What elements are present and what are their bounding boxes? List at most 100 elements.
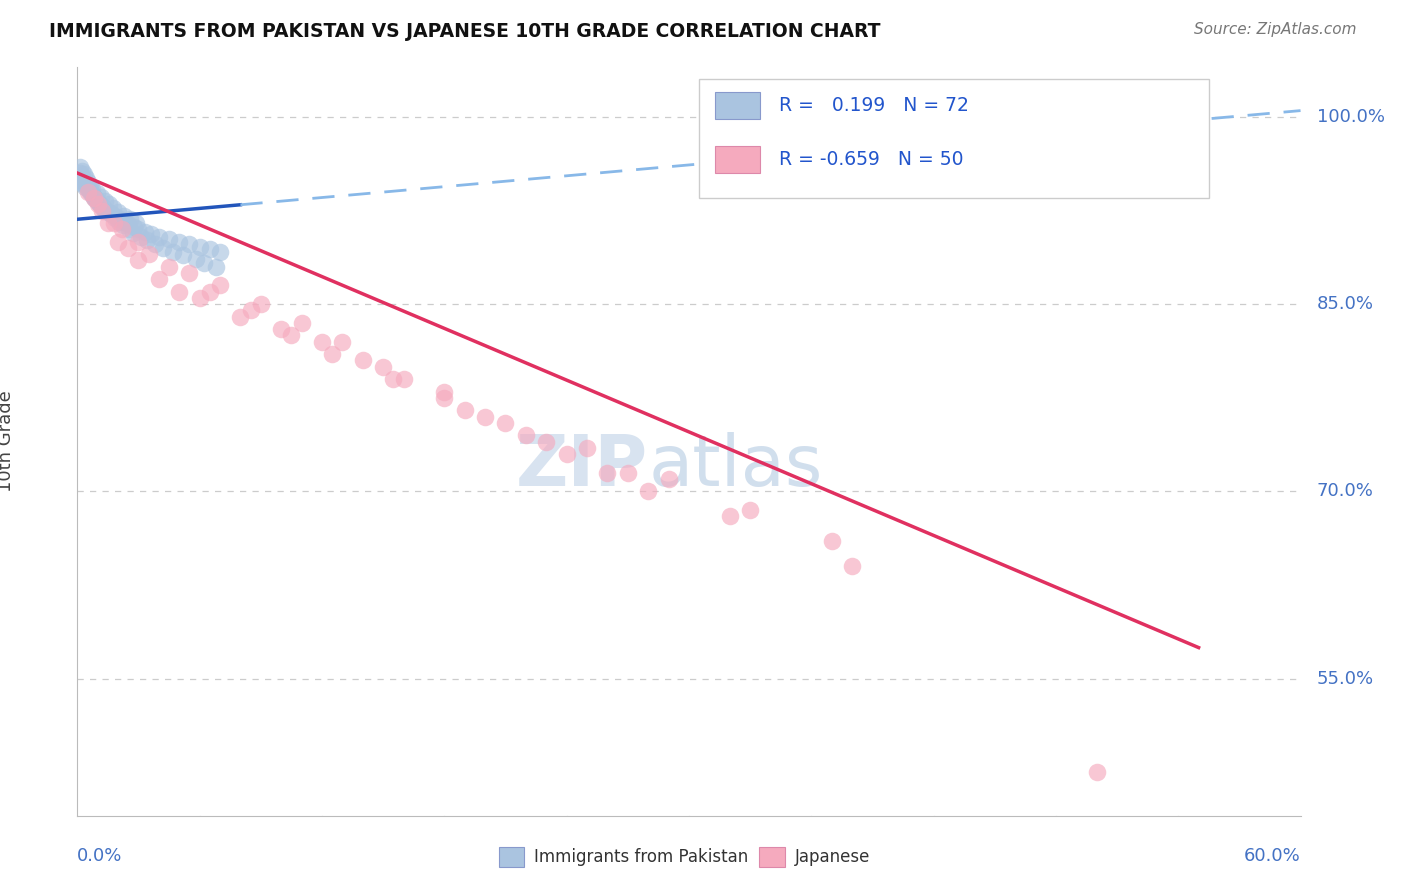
Text: 100.0%: 100.0% [1317, 108, 1385, 126]
Point [138, 247, 160, 261]
Point [84, 192, 107, 206]
Point [125, 216, 148, 230]
Point [841, 559, 863, 574]
Text: 85.0%: 85.0% [1317, 295, 1374, 313]
Text: Immigrants from Pakistan: Immigrants from Pakistan [534, 848, 748, 866]
Point [108, 212, 131, 227]
Point [332, 334, 354, 349]
Point [821, 534, 844, 549]
Point [97, 216, 120, 230]
Point [555, 447, 578, 461]
Point [70, 175, 93, 189]
Point [83, 192, 105, 206]
Text: ZIP: ZIP [516, 432, 648, 501]
Point [188, 291, 211, 305]
Point [117, 241, 139, 255]
Text: 60.0%: 60.0% [1244, 847, 1301, 865]
Point [79, 178, 101, 193]
Point [94, 194, 117, 208]
Point [290, 316, 312, 330]
Point [208, 278, 231, 293]
Point [120, 212, 142, 227]
Point [73, 173, 96, 187]
Point [100, 207, 122, 221]
Point [198, 242, 221, 256]
Point [198, 285, 221, 299]
Point [76, 185, 98, 199]
Point [188, 240, 211, 254]
Point [70, 163, 93, 178]
Point [118, 222, 141, 236]
Point [112, 215, 135, 229]
Point [148, 272, 170, 286]
Point [111, 222, 134, 236]
Text: IMMIGRANTS FROM PAKISTAN VS JAPANESE 10TH GRADE CORRELATION CHART: IMMIGRANTS FROM PAKISTAN VS JAPANESE 10T… [49, 22, 880, 41]
Point [658, 472, 681, 486]
Point [76, 178, 98, 192]
Point [93, 202, 115, 217]
Point [124, 219, 146, 234]
Point [495, 416, 517, 430]
Point [576, 441, 599, 455]
Point [87, 197, 110, 211]
Point [72, 169, 94, 184]
Point [311, 334, 333, 349]
Point [97, 204, 120, 219]
Point [392, 372, 415, 386]
Point [112, 209, 135, 223]
Point [77, 181, 100, 195]
Point [127, 222, 149, 236]
Point [112, 219, 135, 233]
Point [596, 466, 619, 480]
Point [69, 160, 91, 174]
Text: R =   0.199   N = 72: R = 0.199 N = 72 [779, 96, 969, 115]
Point [433, 384, 456, 399]
Point [75, 179, 97, 194]
Point [105, 210, 128, 224]
Point [157, 232, 180, 246]
Point [117, 217, 139, 231]
Point [76, 182, 98, 196]
Point [239, 303, 262, 318]
Point [280, 328, 302, 343]
Point [453, 403, 475, 417]
Point [433, 391, 456, 405]
Point [152, 241, 174, 255]
Point [617, 466, 640, 480]
Point [169, 285, 191, 299]
Text: atlas: atlas [648, 432, 823, 501]
Point [90, 200, 112, 214]
Point [107, 235, 129, 249]
Point [637, 484, 659, 499]
Point [321, 347, 343, 361]
Bar [699, 79, 1209, 198]
Point [89, 197, 111, 211]
Point [534, 434, 557, 449]
Point [740, 503, 762, 517]
Point [77, 175, 100, 189]
Point [103, 216, 125, 230]
Point [122, 226, 145, 240]
Point [107, 204, 129, 219]
Point [75, 171, 97, 186]
Point [179, 237, 201, 252]
Point [208, 244, 231, 259]
Point [72, 178, 94, 192]
Point [90, 190, 112, 204]
Point [91, 200, 114, 214]
Point [143, 237, 166, 252]
Point [172, 248, 194, 262]
Point [229, 310, 252, 324]
Point [108, 215, 131, 229]
Point [205, 260, 228, 274]
Point [169, 235, 191, 249]
Point [80, 187, 103, 202]
Point [127, 235, 149, 249]
Point [86, 186, 108, 200]
Point [515, 428, 537, 442]
Text: R = -0.659   N = 50: R = -0.659 N = 50 [779, 150, 963, 169]
Text: 0.0%: 0.0% [77, 847, 122, 865]
Point [79, 185, 101, 199]
Point [129, 229, 152, 244]
Point [270, 322, 292, 336]
